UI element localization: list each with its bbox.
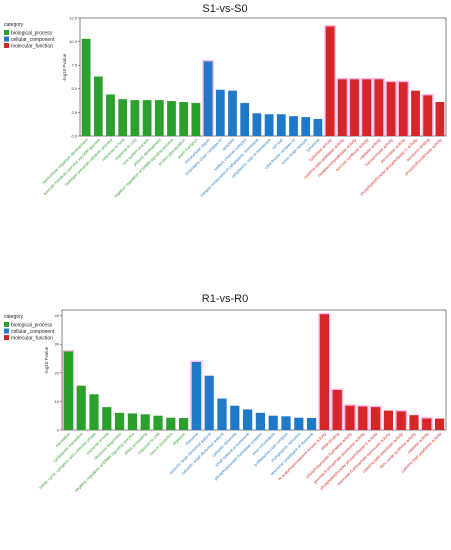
bar bbox=[268, 415, 278, 430]
bar bbox=[386, 82, 396, 136]
y-tick-label: 40 bbox=[55, 313, 60, 318]
bar bbox=[102, 407, 112, 430]
chart-title: R1-vs-R0 bbox=[202, 293, 248, 305]
bar bbox=[106, 94, 115, 136]
bar bbox=[178, 418, 189, 430]
bar bbox=[423, 95, 433, 136]
y-tick-label: 12.5 bbox=[69, 15, 78, 20]
bar bbox=[281, 416, 291, 430]
y-tick-label: 2.5 bbox=[71, 110, 77, 115]
bar bbox=[191, 362, 202, 430]
bar bbox=[81, 38, 91, 136]
bar bbox=[167, 101, 176, 136]
bar bbox=[409, 415, 419, 430]
bar bbox=[76, 385, 86, 430]
y-tick-label: 0.0 bbox=[71, 133, 77, 138]
y-axis-label: -log10 Pvalue bbox=[44, 346, 49, 374]
y-tick-label: 30 bbox=[55, 342, 60, 347]
legend-title: category bbox=[4, 22, 24, 28]
bar bbox=[140, 414, 150, 430]
legend-item-molecular_function: molecular_function bbox=[11, 335, 53, 341]
bar bbox=[345, 405, 355, 430]
legend-item-biological_process: biological_process bbox=[11, 30, 53, 36]
bar bbox=[191, 102, 201, 136]
bar bbox=[240, 102, 250, 136]
bar bbox=[153, 415, 163, 430]
bar bbox=[289, 116, 298, 136]
legend-item-cellular_component: cellular_component bbox=[11, 37, 55, 43]
legend-item-molecular_function: molecular_function bbox=[11, 43, 53, 49]
bar bbox=[217, 398, 227, 430]
bar bbox=[325, 26, 335, 136]
y-tick-label: 5.0 bbox=[71, 86, 77, 91]
bar bbox=[362, 79, 372, 136]
legend-swatch-cellular_component bbox=[4, 328, 9, 334]
plot-frame bbox=[79, 17, 447, 137]
bar bbox=[332, 390, 342, 430]
bar bbox=[230, 405, 240, 430]
chart-panel-2: R1-vs-R0 0 10 20 30 40 -log10 Pvalue category bi… bbox=[4, 293, 447, 493]
bar bbox=[313, 119, 323, 136]
plot-frame bbox=[61, 309, 447, 431]
bar bbox=[306, 418, 317, 430]
legend-title: category bbox=[4, 314, 24, 320]
bar bbox=[294, 417, 304, 430]
x-tick-label: hydrogen peroxide catabolic process bbox=[64, 137, 114, 187]
chart-title: S1-vs-S0 bbox=[202, 3, 247, 15]
y-axis-label: -log10 Pvalue bbox=[62, 53, 67, 81]
chart-panel-1: S1-vs-S0 0.0 2.5 5.0 7.5 10.0 12.5 -log10 Pvalu… bbox=[4, 3, 447, 199]
y-tick-label: 7.5 bbox=[71, 63, 77, 68]
bar bbox=[276, 114, 286, 136]
bar bbox=[301, 117, 311, 136]
y-tick-label: 10 bbox=[55, 399, 60, 404]
bar bbox=[411, 90, 420, 136]
legend-swatch-cellular_component bbox=[4, 36, 9, 42]
legend-item-biological_process: biological_process bbox=[11, 322, 53, 328]
bar bbox=[264, 114, 274, 136]
bar bbox=[255, 412, 266, 430]
legend-item-cellular_component: cellular_component bbox=[11, 329, 55, 335]
bar bbox=[396, 411, 406, 430]
x-tick-label: neuron projection bbox=[148, 431, 173, 456]
legend-swatch-biological_process bbox=[4, 322, 9, 327]
x-tick-label: multicellular organism development bbox=[41, 137, 89, 185]
y-tick-label: 20 bbox=[55, 370, 60, 375]
bar bbox=[130, 100, 140, 136]
bar bbox=[435, 102, 445, 136]
bar bbox=[179, 102, 189, 136]
bar bbox=[374, 79, 384, 136]
bar bbox=[398, 82, 408, 136]
legend-swatch-biological_process bbox=[4, 30, 9, 35]
bar bbox=[350, 79, 359, 136]
y-tick-label: 0 bbox=[57, 427, 60, 432]
bar bbox=[203, 61, 213, 137]
bar bbox=[127, 413, 138, 430]
bar bbox=[358, 406, 368, 430]
bar bbox=[228, 90, 237, 136]
bar bbox=[63, 351, 74, 430]
legend-swatch-molecular_function bbox=[4, 335, 9, 340]
bar bbox=[93, 76, 103, 136]
bar bbox=[166, 417, 176, 430]
y-tick-label: 10.0 bbox=[69, 39, 78, 44]
bar bbox=[204, 375, 214, 430]
x-tick-label: sucrose metabolic process via UDP-glucos… bbox=[42, 137, 101, 196]
bar bbox=[154, 100, 164, 136]
bar bbox=[118, 99, 128, 136]
bar bbox=[383, 410, 394, 430]
bar bbox=[89, 394, 99, 430]
bar bbox=[114, 412, 125, 430]
bar bbox=[252, 113, 262, 136]
bar bbox=[242, 409, 253, 430]
legend-swatch-molecular_function bbox=[4, 43, 9, 48]
bar bbox=[215, 89, 225, 136]
bar bbox=[434, 418, 445, 430]
bar bbox=[319, 314, 330, 430]
bar bbox=[337, 79, 347, 136]
bar bbox=[370, 407, 381, 430]
bar bbox=[142, 100, 152, 136]
bar bbox=[422, 418, 432, 430]
